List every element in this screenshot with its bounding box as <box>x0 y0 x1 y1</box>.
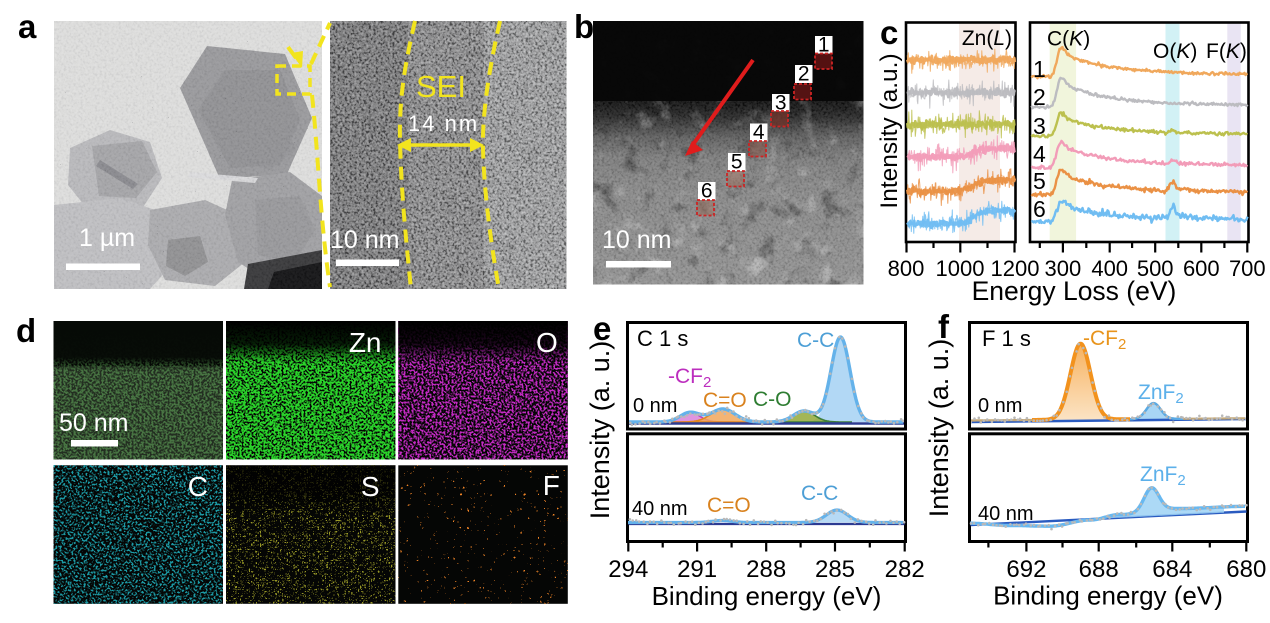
svg-text:d: d <box>16 312 36 349</box>
svg-text:Intensity (a.u.): Intensity (a.u.) <box>876 53 903 208</box>
svg-text:C-C: C-C <box>797 329 834 352</box>
svg-text:291: 291 <box>677 556 717 583</box>
svg-text:688: 688 <box>1079 556 1119 583</box>
svg-text:5: 5 <box>731 151 743 174</box>
svg-text:4: 4 <box>753 121 765 144</box>
svg-text:e: e <box>593 310 611 347</box>
svg-text:2: 2 <box>1033 84 1046 110</box>
svg-text:F 1 s: F 1 s <box>982 326 1031 351</box>
svg-text:S: S <box>361 471 380 502</box>
svg-text:C-O: C-O <box>753 388 792 411</box>
svg-text:300: 300 <box>1045 256 1082 281</box>
svg-text:692: 692 <box>1006 556 1046 583</box>
svg-text:F(K): F(K) <box>1206 40 1247 63</box>
svg-text:288: 288 <box>746 556 786 583</box>
svg-text:C 1 s: C 1 s <box>637 326 688 351</box>
svg-text:F: F <box>543 470 560 501</box>
svg-text:10 nm: 10 nm <box>602 226 671 254</box>
svg-text:294: 294 <box>608 556 648 583</box>
svg-text:1: 1 <box>1033 56 1046 82</box>
svg-text:ZnF2: ZnF2 <box>1140 463 1186 489</box>
svg-text:600: 600 <box>1183 256 1220 281</box>
svg-text:C=O: C=O <box>707 494 751 517</box>
svg-text:14 nm: 14 nm <box>408 111 479 136</box>
svg-text:Energy Loss (eV): Energy Loss (eV) <box>972 276 1177 306</box>
svg-text:C(K): C(K) <box>1047 28 1090 51</box>
svg-text:684: 684 <box>1152 556 1192 583</box>
svg-text:50 nm: 50 nm <box>59 409 128 437</box>
svg-text:4: 4 <box>1033 141 1046 167</box>
svg-text:-CF2: -CF2 <box>1083 327 1126 353</box>
svg-text:500: 500 <box>1137 256 1174 281</box>
svg-text:Binding energy (eV): Binding energy (eV) <box>652 581 882 611</box>
svg-text:f: f <box>938 308 950 345</box>
svg-text:c: c <box>880 14 898 51</box>
svg-text:2: 2 <box>798 63 810 86</box>
svg-text:40 nm: 40 nm <box>978 503 1034 525</box>
svg-text:1000: 1000 <box>936 256 985 281</box>
svg-text:1 µm: 1 µm <box>79 224 135 252</box>
svg-text:5: 5 <box>1033 168 1046 194</box>
svg-text:b: b <box>574 8 594 45</box>
svg-text:285: 285 <box>815 556 855 583</box>
svg-text:O: O <box>536 327 558 358</box>
svg-text:Intensity (a. u.): Intensity (a. u.) <box>585 341 615 520</box>
svg-text:6: 6 <box>1033 196 1046 222</box>
svg-text:ZnF2: ZnF2 <box>1138 381 1184 407</box>
svg-text:Zn: Zn <box>349 327 382 358</box>
svg-text:0 nm: 0 nm <box>978 395 1022 417</box>
svg-text:1: 1 <box>818 34 830 57</box>
svg-text:SEI: SEI <box>416 69 466 104</box>
svg-text:Intensity (a. u.): Intensity (a. u.) <box>924 339 954 518</box>
svg-text:800: 800 <box>888 256 925 281</box>
svg-text:C=O: C=O <box>703 389 747 412</box>
svg-text:Zn(L): Zn(L) <box>962 27 1012 50</box>
svg-text:3: 3 <box>775 92 787 115</box>
svg-text:O(K): O(K) <box>1153 40 1197 63</box>
svg-text:680: 680 <box>1226 556 1266 583</box>
svg-text:40 nm: 40 nm <box>632 498 688 520</box>
svg-text:C: C <box>188 471 208 502</box>
svg-text:400: 400 <box>1091 256 1128 281</box>
svg-text:10 nm: 10 nm <box>330 226 399 254</box>
svg-text:282: 282 <box>885 556 925 583</box>
svg-text:-CF2: -CF2 <box>668 365 711 391</box>
svg-text:Binding energy (eV): Binding energy (eV) <box>993 581 1223 611</box>
svg-text:700: 700 <box>1229 256 1266 281</box>
svg-text:a: a <box>18 8 37 45</box>
svg-text:C-C: C-C <box>801 482 838 505</box>
svg-text:0 nm: 0 nm <box>633 395 677 417</box>
svg-text:6: 6 <box>701 180 713 203</box>
svg-text:3: 3 <box>1033 113 1046 139</box>
svg-text:1200: 1200 <box>991 256 1040 281</box>
